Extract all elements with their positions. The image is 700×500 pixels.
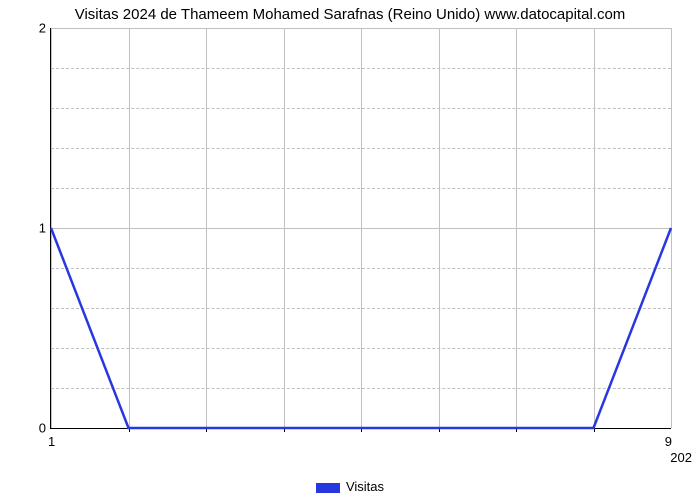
gridline-v — [671, 28, 672, 428]
legend: Visitas — [0, 479, 700, 494]
x-tick-last: 9 — [665, 434, 672, 449]
chart-title: Visitas 2024 de Thameem Mohamed Sarafnas… — [0, 6, 700, 23]
plot-area — [50, 28, 671, 429]
legend-label: Visitas — [346, 479, 384, 494]
y-tick-1: 1 — [30, 221, 46, 236]
y-tick-2: 2 — [30, 21, 46, 36]
legend-swatch — [316, 483, 340, 493]
y-tick-0: 0 — [30, 421, 46, 436]
chart-container: Visitas 2024 de Thameem Mohamed Sarafnas… — [0, 0, 700, 500]
x-tick-first: 1 — [48, 434, 55, 449]
x-bottom-right-label: 202 — [670, 450, 692, 465]
line-series — [51, 28, 671, 428]
